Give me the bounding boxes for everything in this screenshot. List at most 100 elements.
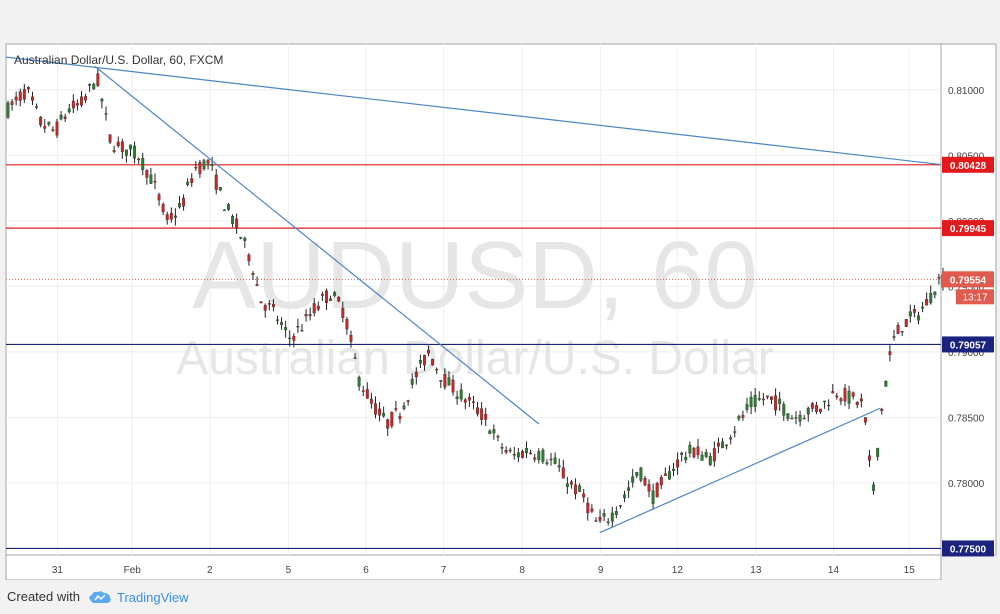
level-price-tag — [942, 156, 994, 173]
candle-body — [349, 335, 353, 342]
candle-body — [292, 335, 296, 341]
candle-body — [206, 159, 210, 164]
candle-body — [194, 166, 198, 169]
tradingview-link[interactable]: TradingView — [88, 587, 189, 607]
x-tick-label: 6 — [363, 565, 369, 576]
candle-body — [627, 487, 631, 491]
candle-body — [492, 429, 496, 434]
candle-body — [774, 395, 778, 411]
candle-body — [51, 129, 55, 131]
candle-body — [586, 502, 590, 514]
current-price-tag — [942, 271, 994, 288]
candle-body — [545, 462, 549, 465]
candle-body — [716, 442, 720, 447]
candle-body — [770, 396, 773, 400]
candle-body — [496, 436, 500, 438]
candle-body — [786, 413, 790, 419]
candle-body — [508, 449, 512, 452]
y-tick-label: 0.78500 — [948, 413, 985, 424]
candle-body — [549, 458, 553, 461]
candle-body — [480, 408, 484, 420]
candle-body — [561, 467, 565, 479]
candle-body — [218, 187, 222, 191]
candle-body — [798, 415, 802, 422]
candle-body — [214, 174, 218, 190]
candle-body — [263, 305, 267, 311]
candle-body — [929, 292, 933, 304]
candle-body — [443, 374, 447, 388]
candle-body — [643, 477, 647, 486]
x-tick-label: 2 — [207, 565, 213, 576]
candle-body — [320, 294, 324, 296]
x-tick-label: 15 — [904, 565, 916, 576]
candle-body — [651, 490, 655, 504]
trendlines — [5, 56, 942, 534]
candle-body — [721, 441, 724, 449]
candle-body — [145, 170, 149, 178]
candle-body — [463, 399, 467, 403]
level-price-label: 0.79057 — [950, 340, 987, 351]
candle-body — [504, 449, 508, 453]
candle-body — [92, 83, 96, 90]
time-axis-area[interactable] — [5, 554, 942, 581]
candle-body — [610, 512, 614, 522]
candle-body — [565, 483, 569, 488]
candle-body — [312, 303, 316, 314]
candle-body — [708, 455, 712, 466]
candle-body — [271, 304, 275, 308]
candle-body — [374, 403, 377, 415]
candle-body — [55, 121, 59, 136]
candle-body — [414, 371, 418, 378]
candle-body — [516, 452, 520, 458]
candle-body — [63, 116, 67, 119]
candle-body — [165, 214, 169, 220]
candle-body — [439, 380, 443, 382]
y-tick-label: 0.81000 — [948, 86, 985, 97]
candle-body — [843, 388, 847, 402]
candle-body — [406, 400, 410, 402]
candle-body — [655, 483, 659, 498]
candle-body — [14, 96, 18, 101]
candle-body — [153, 181, 157, 183]
candle-body — [202, 160, 206, 170]
candle-body — [888, 351, 892, 355]
candle-body — [394, 408, 398, 410]
footer: Created with TradingView — [0, 580, 1000, 614]
candle-body — [251, 273, 255, 275]
plot-area[interactable] — [5, 43, 942, 556]
candle-body — [47, 121, 51, 125]
candle-body — [529, 452, 533, 455]
candle-body — [288, 337, 292, 340]
candles — [6, 68, 945, 528]
candle-body — [631, 476, 635, 483]
candle-body — [859, 398, 863, 402]
candle-body — [210, 163, 214, 166]
level-price-tag — [942, 336, 994, 353]
candle-body — [247, 254, 251, 262]
candle-body — [831, 391, 835, 394]
candle-body — [178, 203, 181, 208]
candle-body — [353, 357, 357, 359]
price-labels: 0.80428 0.79945 0.79057 0.77500 0.79554 13:17 — [942, 156, 994, 557]
x-tick-label: 9 — [598, 565, 604, 576]
candle-body — [304, 314, 308, 317]
candle-body — [823, 400, 827, 403]
candle-body — [357, 377, 361, 387]
candle-body — [222, 209, 226, 212]
candle-body — [855, 402, 859, 406]
candle-body — [937, 276, 941, 279]
horizontal-levels — [6, 164, 941, 550]
candle-body — [75, 103, 79, 106]
candle-body — [737, 415, 741, 420]
candle-body — [459, 389, 463, 400]
candle-body — [182, 198, 186, 207]
candle-body — [623, 494, 626, 499]
candle-body — [43, 126, 47, 129]
candle-body — [243, 237, 247, 241]
candle-body — [276, 319, 279, 321]
candle-body — [84, 96, 88, 101]
x-tick-label: 31 — [52, 565, 64, 576]
level-price-label: 0.80428 — [950, 161, 987, 172]
x-tick-label: Feb — [124, 565, 142, 576]
